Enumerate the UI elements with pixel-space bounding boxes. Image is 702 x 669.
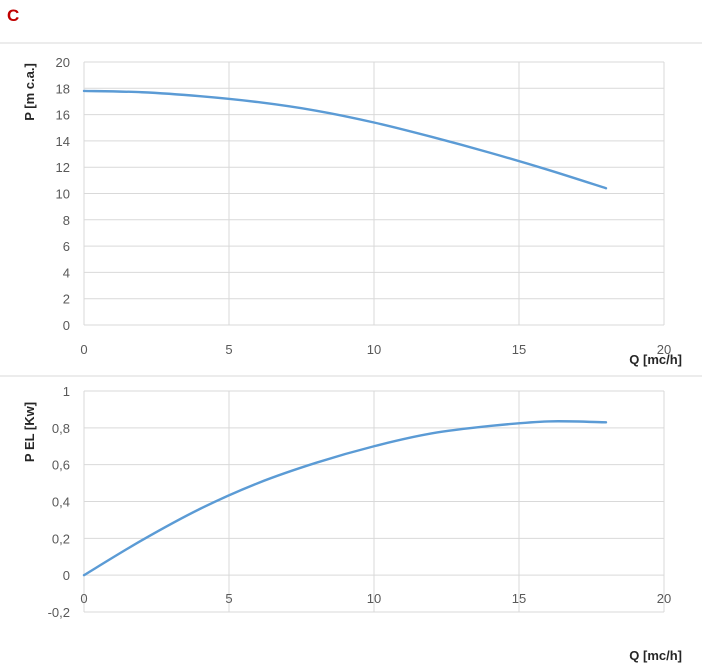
y-axis-title: P [m c.a.]: [22, 63, 37, 121]
y-tick-label: 18: [56, 81, 70, 96]
x-tick-label: 5: [225, 591, 232, 606]
x-tick-label: 0: [80, 342, 87, 357]
series-line: [82, 420, 608, 577]
x-tick-label: 10: [367, 591, 381, 606]
x-tick-label: 5: [225, 342, 232, 357]
y-tick-label: 20: [56, 55, 70, 70]
y-tick-label: 2: [63, 292, 70, 307]
y-tick-label: 0,6: [52, 458, 70, 473]
panel-label: C: [7, 6, 20, 25]
x-tick-label: 20: [657, 342, 671, 357]
x-tick-label: 15: [512, 342, 526, 357]
y-tick-label: 0,8: [52, 421, 70, 436]
x-tick-label: 15: [512, 591, 526, 606]
y-tick-label: 1: [63, 384, 70, 399]
y-axis-title: P EL [Kw]: [22, 402, 37, 462]
y-tick-label: 16: [56, 108, 70, 123]
x-tick-label: 0: [80, 591, 87, 606]
y-tick-label: 6: [63, 239, 70, 254]
x-tick-label: 20: [657, 591, 671, 606]
y-tick-label: 0,2: [52, 531, 70, 546]
y-tick-label: 12: [56, 160, 70, 175]
power-chart: -0,200,20,40,60,810 5 10 15 20Q [mc/h]P EL […: [22, 384, 682, 663]
x-axis-title: Q [mc/h]: [629, 648, 682, 663]
y-tick-label: 0: [63, 318, 70, 333]
y-tick-label: 4: [63, 265, 70, 280]
y-tick-label: 0,4: [52, 495, 70, 510]
series-line: [82, 89, 608, 190]
y-tick-label: 0: [63, 568, 70, 583]
x-axis-title: Q [mc/h]: [629, 352, 682, 367]
y-tick-label: 10: [56, 187, 70, 202]
y-tick-label: 8: [63, 213, 70, 228]
y-tick-label: 14: [56, 134, 70, 149]
y-tick-label: -0,2: [48, 605, 70, 620]
x-tick-label: 10: [367, 342, 381, 357]
